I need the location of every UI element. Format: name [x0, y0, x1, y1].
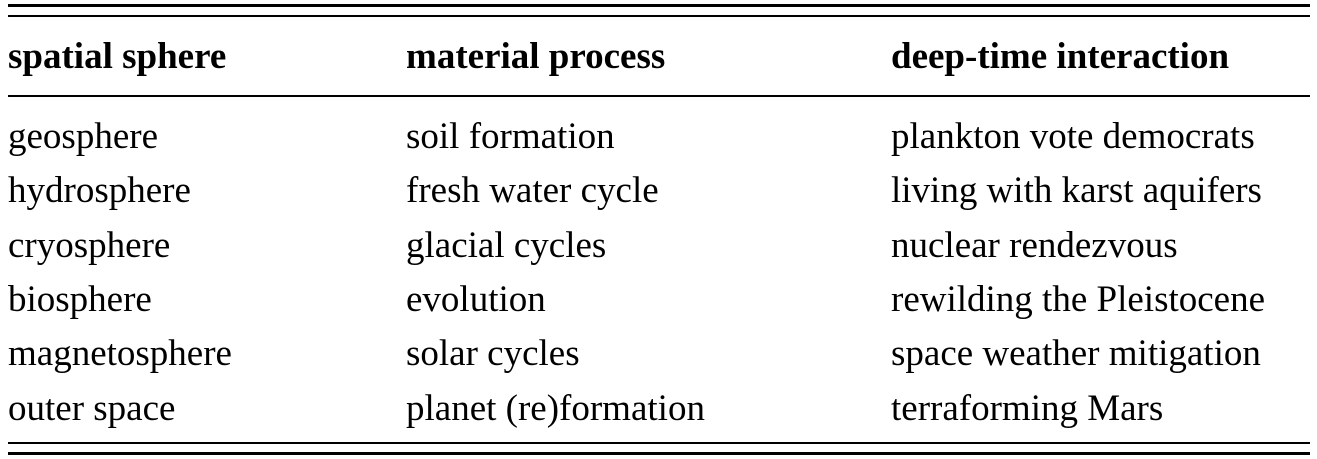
table-cell-deep-time-interaction: space weather mitigation — [891, 333, 1261, 375]
table-cell-material-process: soil formation — [406, 116, 615, 157]
table-cell-spatial-sphere: geosphere — [8, 116, 158, 157]
table-cell-deep-time-interaction: terraforming Mars — [891, 387, 1164, 429]
table-cell-material-process: planet (re)formation — [406, 387, 705, 429]
column-header-spatial-sphere: spatial sphere — [8, 36, 227, 77]
column-header-material-process: material process — [406, 36, 666, 77]
table-cell-deep-time-interaction: rewilding the Pleistocene — [891, 278, 1266, 320]
top-rule-thin — [8, 15, 1310, 17]
top-rule-thick — [8, 4, 1310, 7]
table-cell-spatial-sphere: magnetosphere — [8, 333, 232, 375]
bottom-rule-thin — [8, 442, 1310, 444]
table-cell-material-process: fresh water cycle — [406, 170, 659, 212]
bottom-rule-thick — [8, 452, 1310, 455]
table-cell-deep-time-interaction: nuclear rendezvous — [891, 224, 1178, 266]
table-cell-material-process: evolution — [406, 278, 546, 320]
table-cell-material-process: solar cycles — [406, 333, 580, 375]
table-cell-deep-time-interaction: plankton vote democrats — [891, 116, 1255, 157]
column-header-deep-time-interaction: deep-time interaction — [891, 36, 1230, 77]
header-rule — [8, 95, 1310, 97]
table-cell-material-process: glacial cycles — [406, 224, 607, 266]
table-cell-spatial-sphere: outer space — [8, 387, 176, 429]
table-cell-spatial-sphere: hydrosphere — [8, 170, 191, 212]
table-cell-deep-time-interaction: living with karst aquifers — [891, 170, 1262, 212]
table-cell-spatial-sphere: cryosphere — [8, 224, 171, 266]
table-cell-spatial-sphere: biosphere — [8, 278, 152, 320]
